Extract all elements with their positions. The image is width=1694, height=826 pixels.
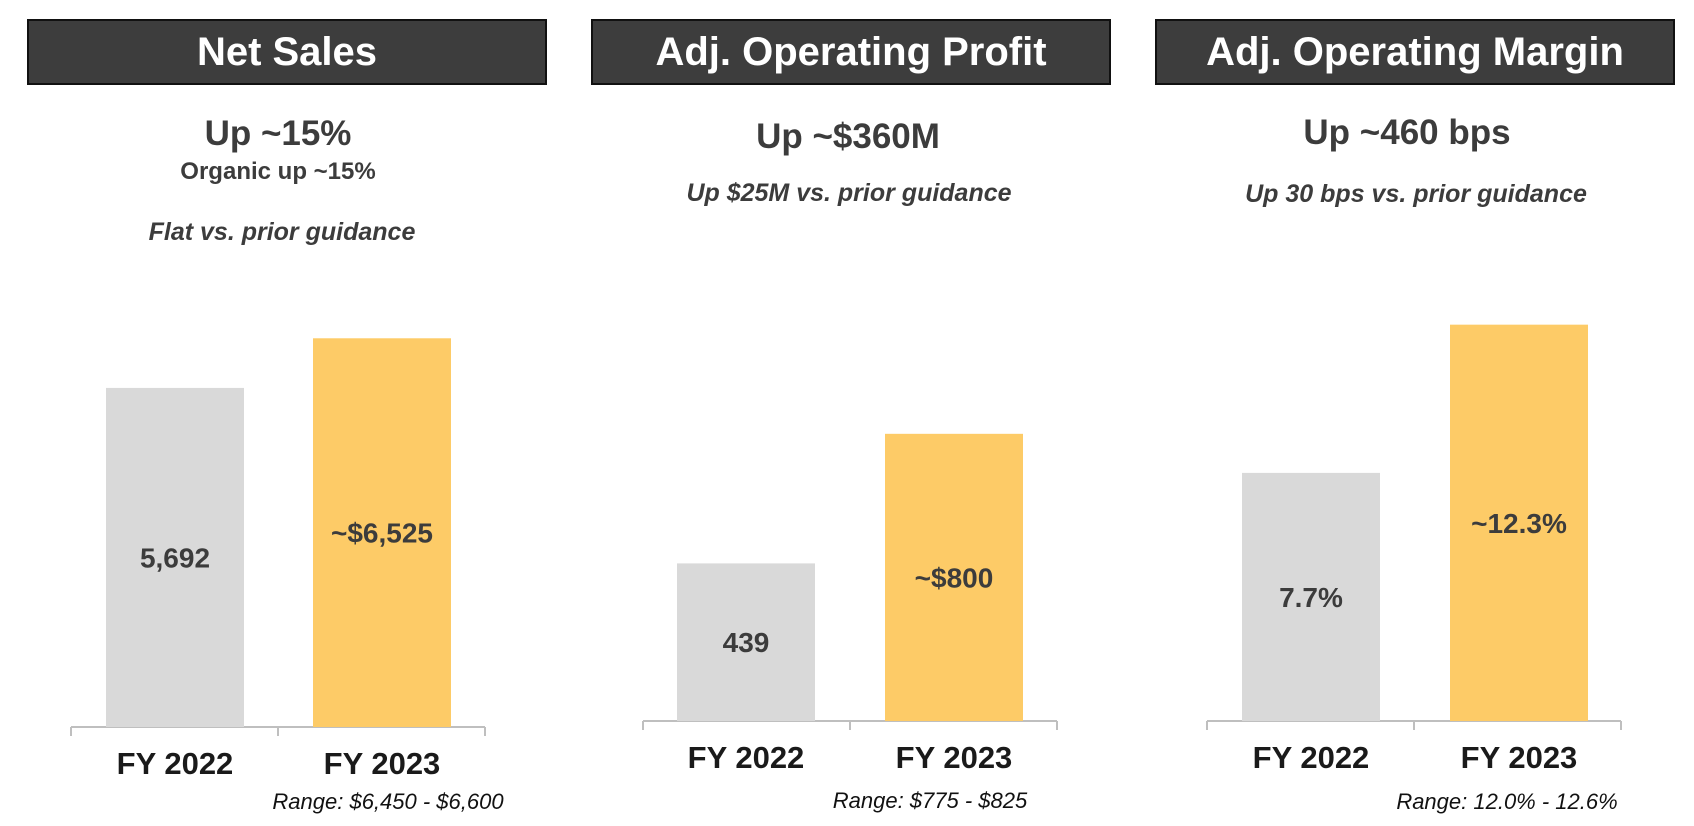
operating-margin-panel: Adj. Operating Margin Up ~460 bps Up 30 … bbox=[1155, 0, 1675, 826]
operating-profit-header: Adj. Operating Profit bbox=[591, 19, 1111, 85]
operating-margin-data-label: 7.7% bbox=[1279, 582, 1343, 613]
net-sales-bar-fy2023 bbox=[313, 338, 451, 727]
net-sales-data-label: ~$6,525 bbox=[331, 518, 433, 549]
operating-profit-chart: 439 FY 2022 ~$800 FY 2023 bbox=[642, 433, 1058, 775]
operating-margin-headline: Up ~460 bps bbox=[1303, 113, 1511, 152]
operating-profit-range-note: Range: $775 - $825 bbox=[832, 788, 1028, 813]
net-sales-panel: Net Sales Up ~15% Organic up ~15% Flat v… bbox=[27, 0, 547, 826]
net-sales-guidance-note: Flat vs. prior guidance bbox=[148, 218, 416, 246]
operating-margin-header: Adj. Operating Margin bbox=[1155, 19, 1675, 85]
operating-margin-category-label: FY 2023 bbox=[1461, 740, 1578, 775]
net-sales-range-note: Range: $6,450 - $6,600 bbox=[272, 789, 504, 814]
net-sales-chart: 5,692 FY 2022 ~$6,525 FY 2023 bbox=[70, 338, 486, 781]
operating-margin-bar-fy2022 bbox=[1242, 472, 1380, 721]
operating-margin-category-label: FY 2022 bbox=[1253, 740, 1370, 775]
operating-profit-data-label: ~$800 bbox=[915, 562, 994, 593]
operating-profit-category-label: FY 2023 bbox=[896, 740, 1013, 775]
net-sales-organic-subline: Organic up ~15% bbox=[180, 158, 376, 185]
net-sales-category-label: FY 2022 bbox=[117, 746, 234, 781]
operating-margin-range-note: Range: 12.0% - 12.6% bbox=[1396, 789, 1618, 814]
net-sales-bar-fy2022 bbox=[106, 387, 244, 727]
net-sales-header: Net Sales bbox=[27, 19, 547, 85]
operating-profit-data-label: 439 bbox=[723, 627, 770, 658]
operating-profit-panel: Adj. Operating Profit Up ~$360M Up $25M … bbox=[591, 0, 1111, 826]
net-sales-category-label: FY 2023 bbox=[324, 746, 441, 781]
operating-margin-data-label: ~12.3% bbox=[1471, 508, 1567, 539]
operating-margin-chart: 7.7% FY 2022 ~12.3% FY 2023 bbox=[1206, 324, 1622, 775]
operating-profit-bar-fy2022 bbox=[677, 563, 815, 721]
net-sales-data-label: 5,692 bbox=[140, 542, 210, 573]
operating-margin-guidance-note: Up 30 bps vs. prior guidance bbox=[1245, 180, 1587, 208]
operating-profit-headline: Up ~$360M bbox=[756, 117, 940, 156]
operating-profit-guidance-note: Up $25M vs. prior guidance bbox=[686, 179, 1012, 207]
operating-profit-bar-fy2023 bbox=[885, 433, 1023, 721]
operating-profit-category-label: FY 2022 bbox=[688, 740, 805, 775]
operating-margin-bar-fy2023 bbox=[1450, 324, 1588, 721]
net-sales-headline: Up ~15% bbox=[204, 114, 352, 153]
